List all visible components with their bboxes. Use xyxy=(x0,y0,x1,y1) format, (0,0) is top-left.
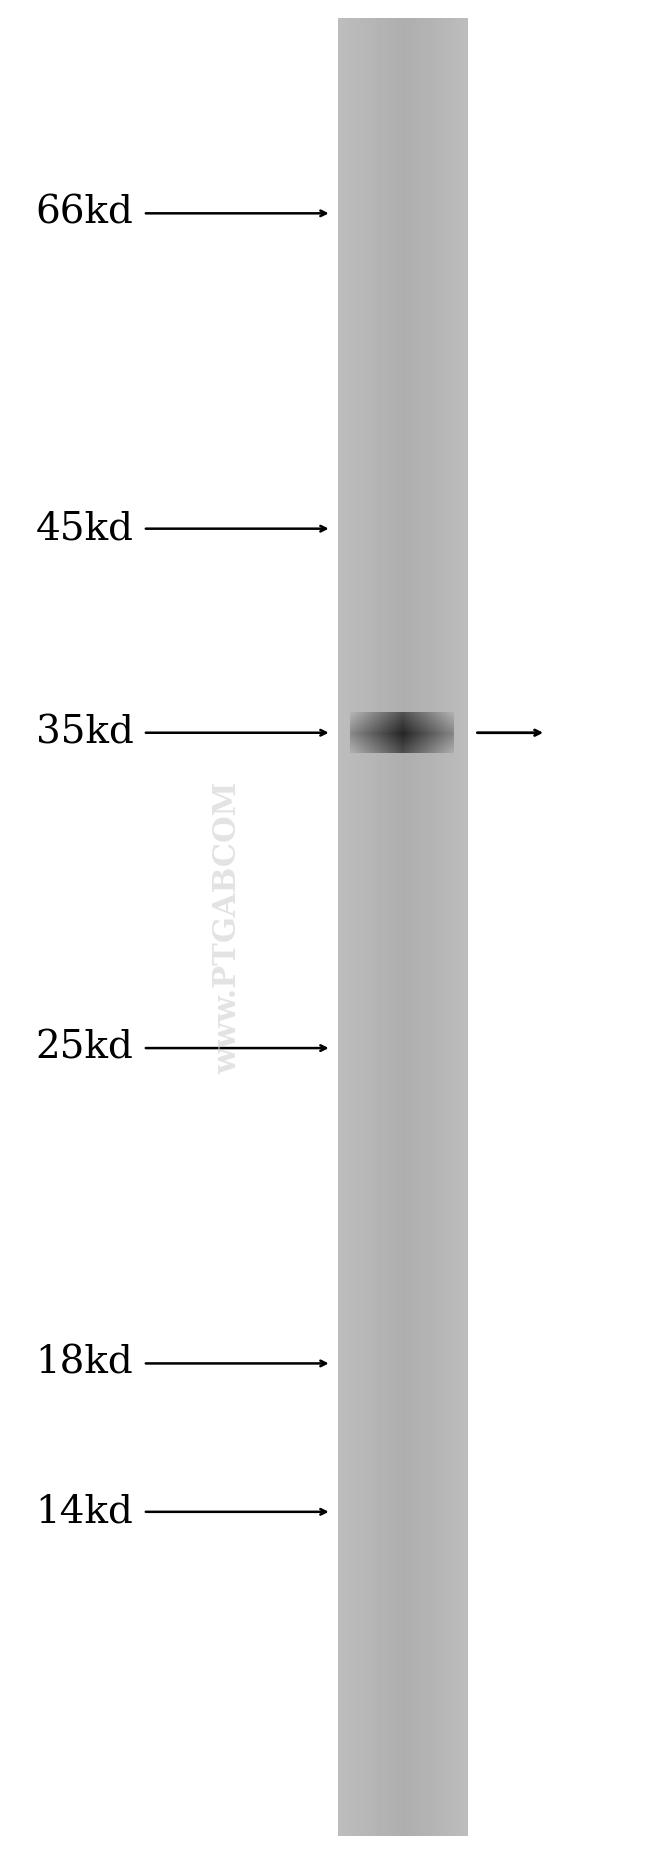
Text: 18kd: 18kd xyxy=(36,1345,133,1382)
Text: 35kd: 35kd xyxy=(36,714,133,751)
FancyBboxPatch shape xyxy=(338,19,468,1836)
Text: 25kd: 25kd xyxy=(36,1030,133,1067)
Text: 45kd: 45kd xyxy=(36,510,133,547)
Text: www.PTGABCOM: www.PTGABCOM xyxy=(212,781,243,1074)
Text: 66kd: 66kd xyxy=(36,195,133,232)
Text: 14kd: 14kd xyxy=(36,1493,133,1530)
